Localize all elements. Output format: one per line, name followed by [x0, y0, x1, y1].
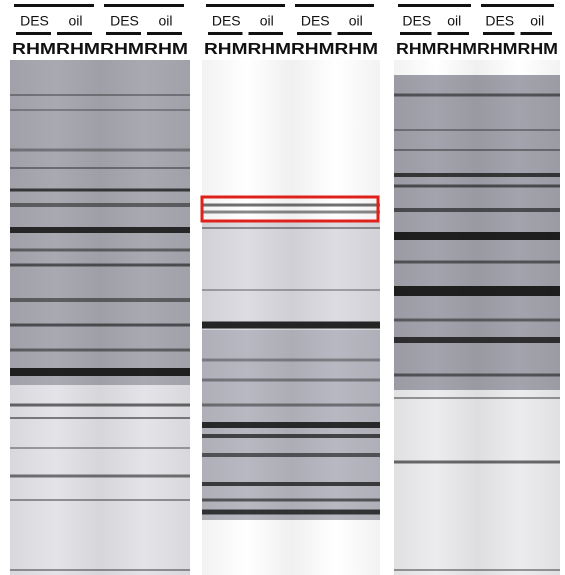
treatment-label: oil: [158, 13, 172, 29]
label-underline: [297, 32, 332, 35]
band: [202, 422, 380, 428]
band: [202, 510, 380, 515]
label-underline: [438, 32, 470, 35]
lane-shading: [394, 60, 560, 575]
band: [394, 173, 560, 177]
treatment-label: DES: [20, 13, 49, 29]
group-overline: [14, 4, 94, 7]
gel-figure: DES oil DES oil RHMRHMRHMRHM DES oil DES oil RHMR…: [0, 0, 565, 575]
band: [10, 149, 190, 152]
band: [394, 319, 560, 322]
band: [202, 434, 380, 438]
band: [202, 482, 380, 486]
treatment-label: oil: [530, 13, 544, 29]
band: [394, 286, 560, 296]
treatment-label: DES: [110, 13, 139, 29]
band: [10, 349, 190, 352]
treatment-label: DES: [485, 13, 514, 29]
band: [202, 322, 380, 329]
group-overline: [481, 4, 554, 7]
band: [394, 232, 560, 240]
band: [10, 368, 190, 376]
group-overline: [206, 4, 285, 7]
treatment-label: DES: [402, 13, 431, 29]
band: [10, 298, 190, 302]
band: [10, 94, 190, 96]
lane-labels: RHMRHMRHMRHM: [204, 41, 378, 58]
band: [394, 129, 560, 131]
band: [10, 249, 190, 252]
band: [10, 189, 190, 192]
label-underline: [147, 32, 182, 35]
label-underline: [208, 32, 243, 35]
treatment-label: oil: [349, 13, 363, 29]
treatment-label: oil: [68, 13, 82, 29]
band: [394, 185, 560, 188]
band: [394, 374, 560, 377]
band: [10, 324, 190, 327]
group-overline: [398, 4, 471, 7]
lane-shading: [10, 60, 190, 575]
band: [394, 208, 560, 212]
label-underline: [521, 32, 553, 35]
band: [202, 227, 380, 229]
band: [202, 379, 380, 382]
label-underline: [249, 32, 284, 35]
treatment-label: oil: [447, 13, 461, 29]
band: [202, 289, 380, 291]
band: [10, 227, 190, 233]
treatment-label: DES: [301, 13, 330, 29]
label-underline: [57, 32, 92, 35]
band: [202, 359, 380, 362]
lane-labels: RHMRHMRHMRHM: [12, 41, 188, 58]
band: [202, 404, 380, 407]
label-underline: [400, 32, 432, 35]
label-underline: [16, 32, 51, 35]
band: [202, 499, 380, 502]
group-overline: [295, 4, 374, 7]
band: [202, 453, 380, 457]
lane-shading: [202, 60, 380, 575]
band: [10, 475, 190, 478]
band: [202, 211, 380, 214]
band: [202, 204, 380, 207]
treatment-label: DES: [212, 13, 241, 29]
band: [10, 499, 190, 501]
band: [394, 149, 560, 151]
group-overline: [104, 4, 184, 7]
band: [10, 447, 190, 449]
band: [10, 203, 190, 207]
band: [394, 461, 560, 464]
label-underline: [338, 32, 373, 35]
treatment-label: oil: [260, 13, 274, 29]
band: [10, 109, 190, 111]
band: [394, 397, 560, 399]
band: [394, 94, 560, 97]
band: [10, 404, 190, 407]
band: [10, 264, 190, 267]
label-underline: [106, 32, 141, 35]
band: [10, 569, 190, 571]
band: [394, 261, 560, 264]
band: [10, 417, 190, 419]
band: [10, 167, 190, 169]
band: [394, 569, 560, 571]
label-underline: [483, 32, 515, 35]
band: [394, 337, 560, 343]
lane-labels: RHMRHMRHMRHM: [396, 41, 558, 58]
